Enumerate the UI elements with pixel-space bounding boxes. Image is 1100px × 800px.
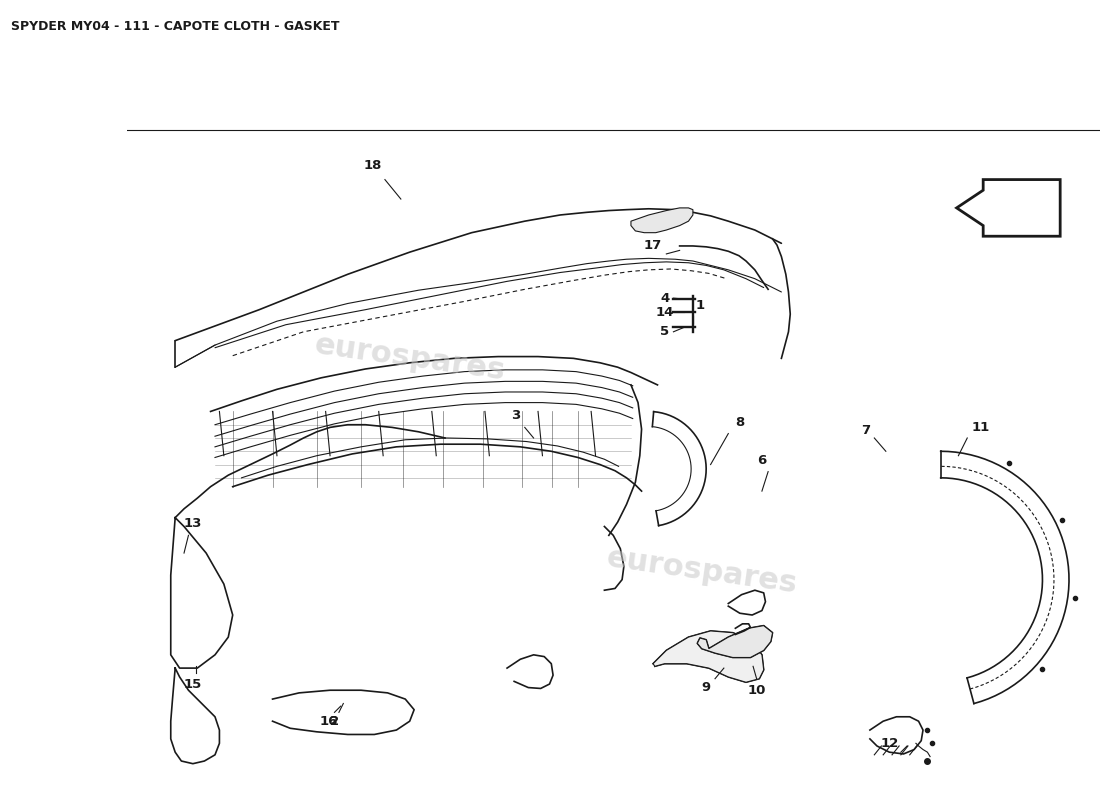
Text: 17: 17 [644,239,662,253]
Text: 16: 16 [319,714,338,728]
Text: eurospares: eurospares [312,330,507,386]
Text: 3: 3 [512,410,520,422]
Polygon shape [697,626,772,658]
Text: 14: 14 [656,306,674,319]
Text: 6: 6 [757,454,767,466]
Text: 2: 2 [330,714,339,728]
Polygon shape [653,631,763,682]
Text: SPYDER MY04 - 111 - CAPOTE CLOTH - GASKET: SPYDER MY04 - 111 - CAPOTE CLOTH - GASKE… [11,20,340,33]
Text: 4: 4 [660,292,669,305]
Text: 11: 11 [971,421,990,434]
Text: 10: 10 [747,684,766,697]
Text: 13: 13 [184,518,202,530]
Polygon shape [957,179,1060,236]
Text: 7: 7 [861,425,870,438]
Text: eurospares: eurospares [604,543,799,598]
Text: 9: 9 [702,681,711,694]
Text: 5: 5 [660,326,669,338]
Text: 8: 8 [735,415,745,429]
Text: 15: 15 [184,678,202,690]
Text: 12: 12 [880,737,899,750]
Text: 1: 1 [695,298,704,312]
Polygon shape [631,208,693,233]
Text: 18: 18 [363,159,382,172]
